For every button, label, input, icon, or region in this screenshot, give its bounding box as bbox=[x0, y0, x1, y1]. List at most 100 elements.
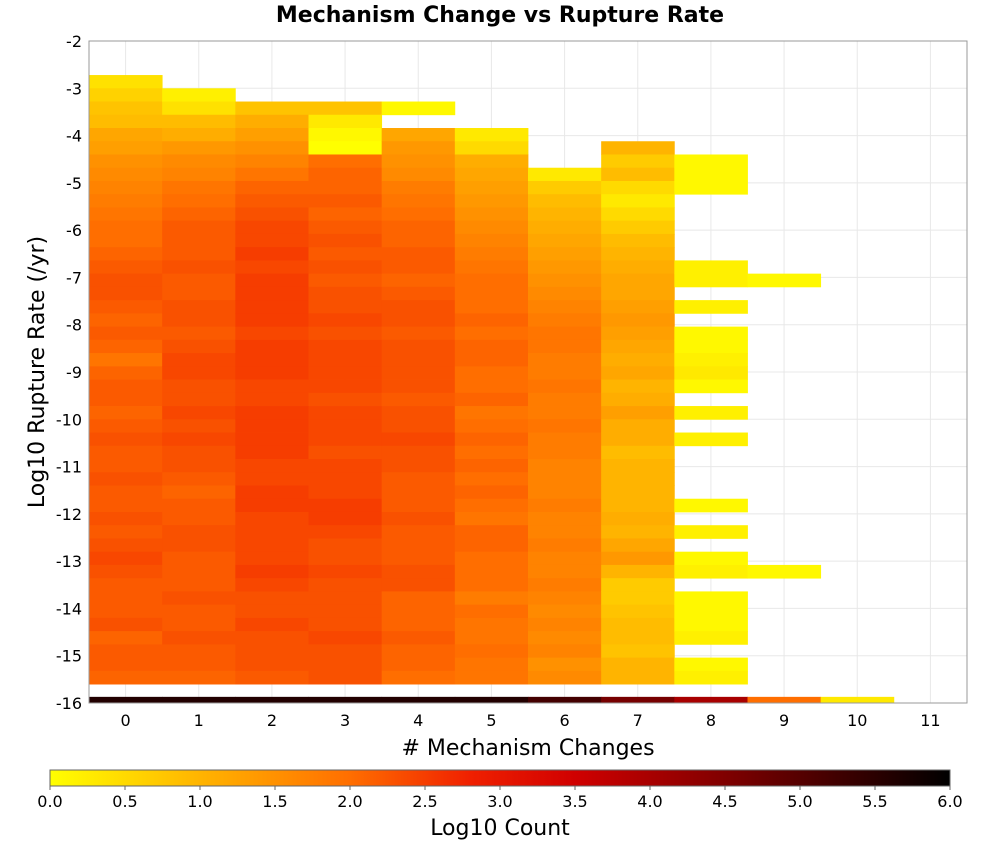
y-axis-label: Log10 Rupture Rate (/yr) bbox=[25, 236, 50, 508]
heatmap-cell bbox=[162, 379, 236, 394]
heatmap-cell bbox=[381, 459, 456, 473]
heatmap-cell bbox=[381, 604, 456, 619]
heatmap-cell bbox=[162, 538, 236, 553]
heatmap-cell bbox=[308, 591, 383, 606]
heatmap-cell bbox=[308, 207, 383, 222]
heatmap-cell bbox=[674, 353, 748, 367]
heatmap-cell bbox=[89, 498, 163, 513]
heatmap-cell bbox=[674, 326, 748, 341]
heatmap-cell bbox=[601, 631, 675, 645]
heatmap-cell bbox=[747, 273, 822, 288]
colorbar-tick-label: 1.5 bbox=[262, 792, 287, 811]
heatmap-cell bbox=[162, 445, 236, 460]
heatmap-cell bbox=[454, 207, 529, 222]
heatmap-cell bbox=[601, 167, 675, 182]
heatmap-cell bbox=[381, 180, 456, 195]
x-tick-label: 9 bbox=[779, 711, 789, 730]
heatmap-cell bbox=[601, 260, 675, 275]
heatmap-cell bbox=[381, 300, 456, 314]
heatmap-cell bbox=[308, 472, 383, 486]
heatmap-cell bbox=[454, 644, 529, 659]
heatmap-cell bbox=[528, 591, 602, 606]
x-tick-label: 8 bbox=[706, 711, 716, 730]
heatmap-cell bbox=[674, 273, 748, 288]
heatmap-cell bbox=[89, 128, 163, 142]
heatmap-cell bbox=[674, 167, 748, 182]
colorbar-tick-label: 5.5 bbox=[862, 792, 887, 811]
colorbar-tick-label: 4.5 bbox=[712, 792, 737, 811]
heatmap-cell bbox=[601, 564, 675, 579]
heatmap-cell bbox=[89, 339, 163, 354]
y-tick-label: -12 bbox=[56, 505, 82, 524]
heatmap-cell bbox=[601, 485, 675, 500]
heatmap-cell bbox=[162, 167, 236, 182]
colorbar bbox=[49, 769, 951, 787]
heatmap-cell bbox=[162, 141, 236, 155]
heatmap-cell bbox=[528, 313, 602, 328]
heatmap-cell bbox=[235, 379, 309, 394]
heatmap-cell bbox=[235, 220, 309, 235]
heatmap-cell bbox=[89, 459, 163, 473]
heatmap-cell bbox=[162, 300, 236, 314]
heatmap-cell bbox=[454, 538, 529, 553]
x-tick-label: 1 bbox=[194, 711, 204, 730]
heatmap-cell bbox=[308, 406, 383, 420]
colorbar-tick-label: 2.5 bbox=[412, 792, 437, 811]
heatmap-cell bbox=[308, 128, 383, 142]
heatmap-cell bbox=[601, 432, 675, 447]
heatmap-cell bbox=[162, 326, 236, 341]
heatmap-cell bbox=[381, 167, 456, 182]
heatmap-cell bbox=[674, 631, 748, 645]
heatmap-cell bbox=[89, 194, 163, 208]
heatmap-cell bbox=[381, 220, 456, 235]
heatmap-cell bbox=[89, 88, 163, 102]
heatmap-cell bbox=[162, 233, 236, 248]
heatmap-cell bbox=[235, 445, 309, 460]
heatmap-cell bbox=[308, 194, 383, 208]
heatmap-cell bbox=[235, 339, 309, 354]
heatmap-cell bbox=[381, 631, 456, 645]
heatmap-cell bbox=[89, 167, 163, 182]
heatmap-cell bbox=[89, 564, 163, 579]
heatmap-cell bbox=[162, 313, 236, 328]
heatmap-cell bbox=[454, 459, 529, 473]
heatmap-cell bbox=[601, 326, 675, 341]
heatmap-cells bbox=[89, 75, 895, 703]
heatmap-cell bbox=[601, 419, 675, 433]
heatmap-cell bbox=[235, 114, 309, 129]
x-tick-label: 5 bbox=[486, 711, 496, 730]
heatmap-cell bbox=[162, 564, 236, 579]
heatmap-cell bbox=[528, 538, 602, 553]
heatmap-cell bbox=[89, 366, 163, 380]
heatmap-cell-bottom-row bbox=[308, 696, 383, 703]
heatmap-cell bbox=[601, 578, 675, 592]
heatmap-cell bbox=[89, 220, 163, 235]
heatmap-cell bbox=[454, 511, 529, 526]
heatmap-cell-bottom-row bbox=[674, 696, 748, 703]
heatmap-cell bbox=[162, 220, 236, 235]
heatmap-cell bbox=[528, 551, 602, 566]
heatmap-cell bbox=[162, 498, 236, 513]
x-tick-label: 3 bbox=[340, 711, 350, 730]
colorbar-tick-labels: 0.0 0.5 1.0 1.5 2.0 2.5 3.0 3.5 4.0 4.5 5.0 5.5 6.0 bbox=[37, 786, 963, 811]
heatmap-cell bbox=[308, 498, 383, 513]
heatmap-cell bbox=[601, 233, 675, 248]
heatmap-cell bbox=[89, 617, 163, 632]
heatmap-cell bbox=[235, 326, 309, 341]
heatmap-cell bbox=[601, 644, 675, 659]
heatmap-cell bbox=[528, 300, 602, 314]
heatmap-cell bbox=[89, 379, 163, 394]
y-tick-labels: -2 -3 -4 -5 -6 -7 -8 -9 -10 -11 -12 -13 -14 -15 -16 bbox=[56, 32, 82, 713]
heatmap-cell bbox=[528, 286, 602, 301]
heatmap-cell bbox=[89, 101, 163, 116]
heatmap-cell bbox=[674, 657, 748, 672]
heatmap-cell-bottom-row bbox=[381, 696, 456, 703]
heatmap-cell bbox=[308, 353, 383, 367]
y-tick-label: -15 bbox=[56, 647, 82, 666]
heatmap-cell bbox=[308, 511, 383, 526]
heatmap-cell bbox=[162, 154, 236, 169]
heatmap-cell bbox=[308, 538, 383, 553]
heatmap-cell bbox=[235, 406, 309, 420]
heatmap-cell bbox=[308, 419, 383, 433]
y-tick-label: -2 bbox=[66, 32, 82, 51]
